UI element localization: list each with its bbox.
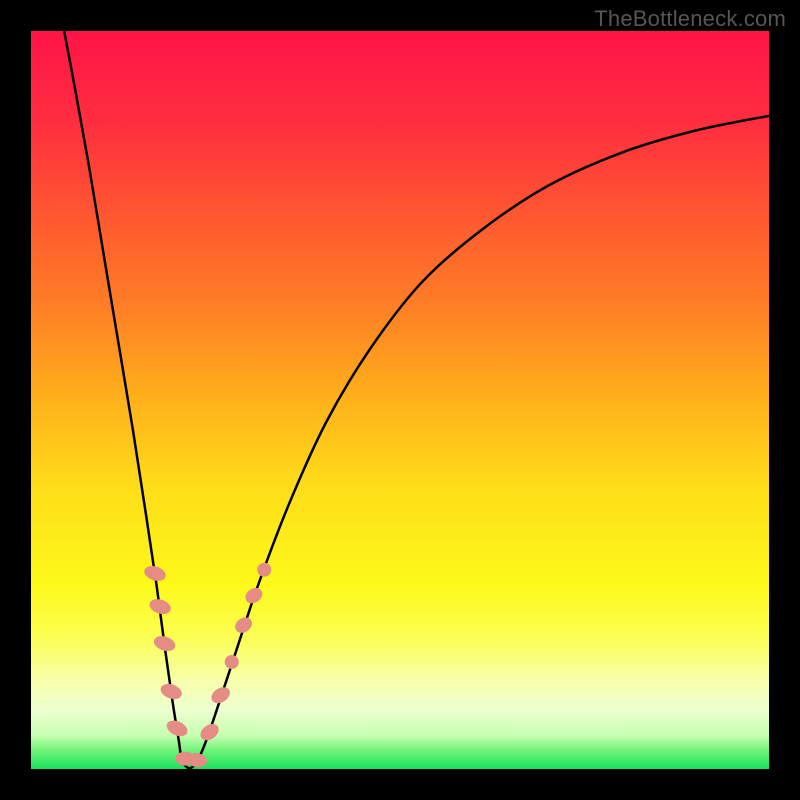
data-marker [257,563,271,577]
bottleneck-chart-svg [0,0,800,800]
data-marker [225,655,239,669]
chart-stage: TheBottleneck.com [0,0,800,800]
watermark-text: TheBottleneck.com [594,6,786,32]
